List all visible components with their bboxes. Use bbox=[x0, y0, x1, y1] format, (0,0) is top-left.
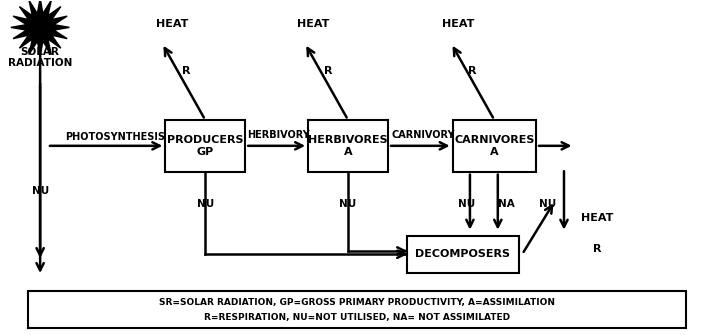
Text: HERBIVORY: HERBIVORY bbox=[247, 130, 310, 140]
Text: CARNIVORES
A: CARNIVORES A bbox=[454, 135, 534, 157]
Text: R: R bbox=[593, 244, 602, 254]
Text: HEAT: HEAT bbox=[297, 19, 329, 29]
Text: HEAT: HEAT bbox=[156, 19, 189, 29]
Text: NA: NA bbox=[498, 199, 515, 209]
Text: NU: NU bbox=[539, 199, 556, 209]
Text: NU: NU bbox=[32, 186, 49, 196]
Text: NU: NU bbox=[196, 199, 214, 209]
Text: NU: NU bbox=[458, 199, 475, 209]
Polygon shape bbox=[11, 0, 70, 57]
FancyBboxPatch shape bbox=[308, 120, 388, 172]
FancyBboxPatch shape bbox=[165, 120, 245, 172]
Text: PRODUCERS
GP: PRODUCERS GP bbox=[167, 135, 244, 157]
Text: NU: NU bbox=[339, 199, 357, 209]
FancyBboxPatch shape bbox=[453, 120, 536, 172]
Text: R: R bbox=[325, 66, 333, 76]
Text: HEAT: HEAT bbox=[582, 212, 614, 222]
Text: PHOTOSYNTHESIS: PHOTOSYNTHESIS bbox=[65, 132, 165, 142]
Text: HERBIVORES
A: HERBIVORES A bbox=[308, 135, 388, 157]
Text: CARNIVORY: CARNIVORY bbox=[391, 130, 455, 140]
Text: SR=SOLAR RADIATION, GP=GROSS PRIMARY PRODUCTIVITY, A=ASSIMILATION: SR=SOLAR RADIATION, GP=GROSS PRIMARY PRO… bbox=[158, 298, 555, 307]
Text: SOLAR
RADIATION: SOLAR RADIATION bbox=[8, 47, 73, 68]
FancyBboxPatch shape bbox=[27, 291, 686, 328]
Text: R: R bbox=[182, 66, 191, 76]
Text: R: R bbox=[467, 66, 477, 76]
Text: DECOMPOSERS: DECOMPOSERS bbox=[415, 249, 510, 259]
FancyBboxPatch shape bbox=[407, 236, 519, 273]
Text: R=RESPIRATION, NU=NOT UTILISED, NA= NOT ASSIMILATED: R=RESPIRATION, NU=NOT UTILISED, NA= NOT … bbox=[203, 313, 510, 322]
Text: HEAT: HEAT bbox=[442, 19, 474, 29]
